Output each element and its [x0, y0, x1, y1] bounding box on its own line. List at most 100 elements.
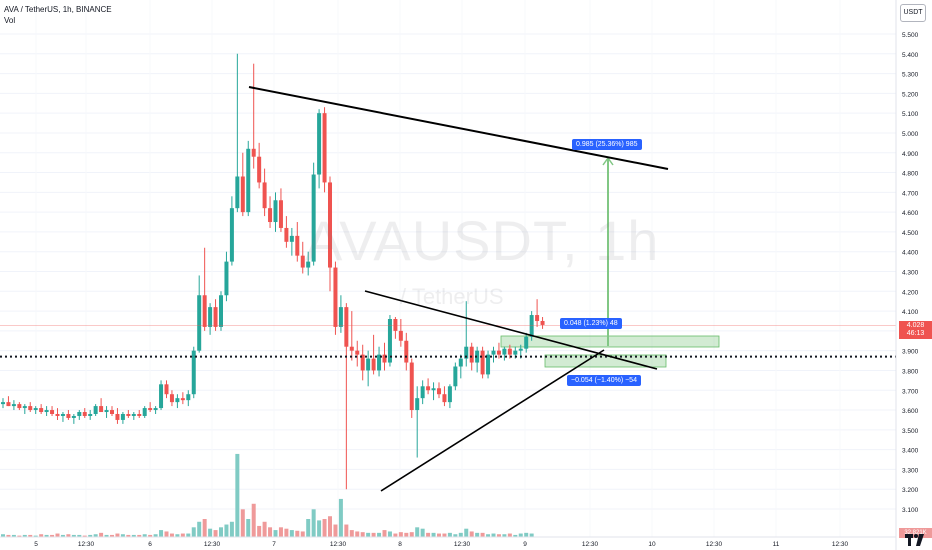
- volume-bar: [382, 530, 387, 537]
- candle-body: [99, 406, 104, 413]
- price-tick-label: 3.500: [902, 428, 919, 435]
- volume-bar: [99, 532, 104, 537]
- volume-bar: [518, 533, 523, 537]
- price-tick-label: 5.100: [902, 111, 919, 118]
- volume-bar: [60, 534, 65, 537]
- volume-bar: [371, 532, 376, 537]
- volume-bar: [398, 532, 403, 537]
- volume-bar: [431, 532, 436, 537]
- candle-body: [213, 307, 218, 327]
- volume-bar: [246, 519, 251, 537]
- candle-body: [257, 156, 262, 183]
- volume-bar: [1, 534, 5, 537]
- volume-bar: [219, 527, 223, 537]
- candle-body: [88, 414, 93, 416]
- price-tick-label: 3.300: [902, 467, 919, 474]
- time-tick-label: 9: [523, 541, 527, 548]
- price-tick-label: 4.600: [902, 210, 919, 217]
- volume-bar: [284, 528, 289, 537]
- candle-body: [338, 307, 343, 327]
- candle-body: [431, 388, 436, 391]
- legend: AVA / TetherUS, 1h, BINANCE Vol: [4, 4, 112, 26]
- volume-bar: [126, 534, 131, 537]
- volume-bar: [437, 533, 441, 537]
- candle-body: [268, 208, 273, 223]
- candle-body: [71, 415, 76, 418]
- candle-body: [28, 406, 33, 411]
- volume-bar: [453, 534, 458, 537]
- volume-bar: [213, 530, 218, 537]
- candle-body: [442, 394, 447, 403]
- volume-bar: [426, 532, 431, 537]
- candle-body: [60, 414, 65, 416]
- candle-body: [360, 354, 365, 371]
- currency-badge[interactable]: USDT: [900, 4, 926, 22]
- price-tick-label: 5.000: [902, 131, 919, 138]
- price-tick-label: 3.900: [902, 349, 919, 356]
- volume-bar: [420, 528, 425, 537]
- volume-bar: [82, 535, 87, 537]
- volume-bar: [77, 534, 82, 537]
- candle-body: [311, 174, 316, 262]
- candle-body: [115, 414, 120, 420]
- price-tick-label: 5.400: [902, 52, 919, 59]
- candle-body: [235, 176, 240, 209]
- candle-body: [6, 402, 11, 407]
- candle-body: [453, 366, 458, 387]
- candle-body: [377, 354, 382, 371]
- candle-body: [507, 348, 512, 355]
- current-price-value: 4.028: [906, 322, 925, 329]
- tradingview-logo-icon[interactable]: [905, 533, 925, 547]
- candle-body: [393, 319, 398, 331]
- time-axis: 5 12:30 6 12:30 7 12:30 8 12:30 9 12:30 10 12:30 11 1…: [0, 536, 896, 548]
- candle-body: [486, 354, 491, 375]
- candle-body: [518, 348, 523, 351]
- volume-bar: [224, 524, 229, 537]
- volume-bar: [442, 533, 447, 537]
- volume-label[interactable]: Vol: [4, 16, 16, 25]
- candle-body: [513, 350, 518, 355]
- volume-bar: [104, 534, 109, 537]
- candle-body: [366, 358, 371, 371]
- candle-body: [262, 182, 267, 209]
- candle-body: [142, 408, 147, 416]
- candle-body: [219, 295, 223, 327]
- current-price-tag: 4.028 46:13: [899, 321, 932, 339]
- volume-bar: [295, 530, 300, 537]
- volume-bar: [131, 534, 136, 537]
- volume-bar: [142, 534, 147, 537]
- candle-body: [464, 346, 469, 359]
- candle-countdown: 46:13: [906, 330, 925, 337]
- time-tick-label: 8: [398, 541, 402, 548]
- candle-body: [540, 320, 545, 325]
- candle-body: [524, 336, 529, 349]
- price-tick-label: 3.600: [902, 408, 919, 415]
- grid: [0, 33, 896, 510]
- price-tick-label: 4.400: [902, 250, 919, 257]
- measure-label-breakout: 0.048 (1.23%) 48: [560, 318, 622, 329]
- candle-body: [458, 358, 463, 367]
- volume-bar: [480, 532, 485, 537]
- candle-body: [33, 408, 38, 411]
- volume-bar: [180, 533, 185, 537]
- volume-bar: [6, 534, 11, 537]
- volume-bar: [496, 534, 501, 537]
- volume-bar: [524, 532, 529, 537]
- candle-body: [44, 410, 49, 413]
- time-tick-label: 5: [34, 541, 38, 548]
- volume-bar: [11, 534, 16, 537]
- candle-body: [273, 200, 278, 223]
- symbol-title[interactable]: AVA / TetherUS, 1h, BINANCE: [4, 5, 112, 14]
- volume-bar: [39, 534, 44, 537]
- candle-body: [328, 182, 332, 268]
- price-tick-label: 3.200: [902, 487, 919, 494]
- candle-body: [175, 398, 180, 403]
- volume-bar: [66, 534, 71, 537]
- volume-bar: [17, 535, 22, 537]
- volume-bar: [458, 532, 463, 537]
- volume-bar: [415, 527, 420, 537]
- volume-bar: [447, 532, 452, 537]
- candle-body: [93, 406, 98, 414]
- volume-bar: [349, 530, 354, 537]
